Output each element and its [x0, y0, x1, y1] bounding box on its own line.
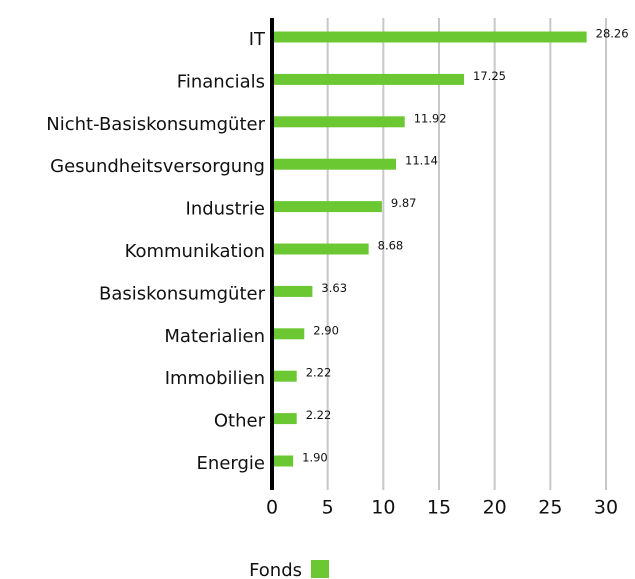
value-label: 8.68 — [378, 239, 404, 253]
value-label: 17.25 — [473, 69, 506, 83]
value-label: 2.22 — [306, 408, 332, 422]
legend-label: Fonds — [249, 560, 302, 579]
x-tick-label: 10 — [371, 497, 395, 519]
bar — [272, 31, 587, 43]
y-tick-label: Industrie — [186, 199, 265, 220]
bar — [272, 285, 313, 297]
bar — [272, 455, 294, 467]
x-tick-label: 25 — [538, 497, 562, 519]
bar — [272, 158, 397, 170]
y-tick-label: Energie — [197, 453, 265, 474]
value-label: 28.26 — [596, 27, 629, 41]
y-tick-label: Materialien — [164, 326, 265, 347]
bar — [272, 370, 297, 382]
bar — [272, 413, 297, 425]
value-label: 3.63 — [321, 281, 347, 295]
y-tick-label: Basiskonsumgüter — [99, 283, 266, 304]
y-tick-label: Immobilien — [165, 368, 265, 389]
value-label: 1.90 — [302, 451, 328, 465]
value-label: 2.90 — [313, 323, 339, 337]
legend-swatch — [311, 560, 329, 578]
x-tick-label: 20 — [483, 497, 507, 519]
value-label: 2.22 — [306, 366, 332, 380]
bar — [272, 328, 305, 340]
y-tick-label: Gesundheitsversorgung — [50, 156, 265, 177]
x-tick-label: 0 — [266, 497, 278, 519]
y-tick-label: Other — [214, 411, 266, 432]
bar — [272, 73, 465, 85]
value-label: 11.92 — [414, 111, 447, 125]
value-label: 11.14 — [405, 154, 438, 168]
y-tick-label: Kommunikation — [125, 241, 265, 262]
bar — [272, 243, 369, 255]
bar — [272, 116, 405, 128]
y-tick-label: IT — [249, 29, 266, 50]
value-label: 9.87 — [391, 196, 417, 210]
x-tick-label: 15 — [427, 497, 451, 519]
y-tick-label: Nicht-Basiskonsumgüter — [46, 114, 265, 135]
bar — [272, 201, 382, 213]
x-tick-label: 5 — [322, 497, 334, 519]
x-tick-label: 30 — [594, 497, 618, 519]
y-tick-label: Financials — [177, 71, 265, 92]
